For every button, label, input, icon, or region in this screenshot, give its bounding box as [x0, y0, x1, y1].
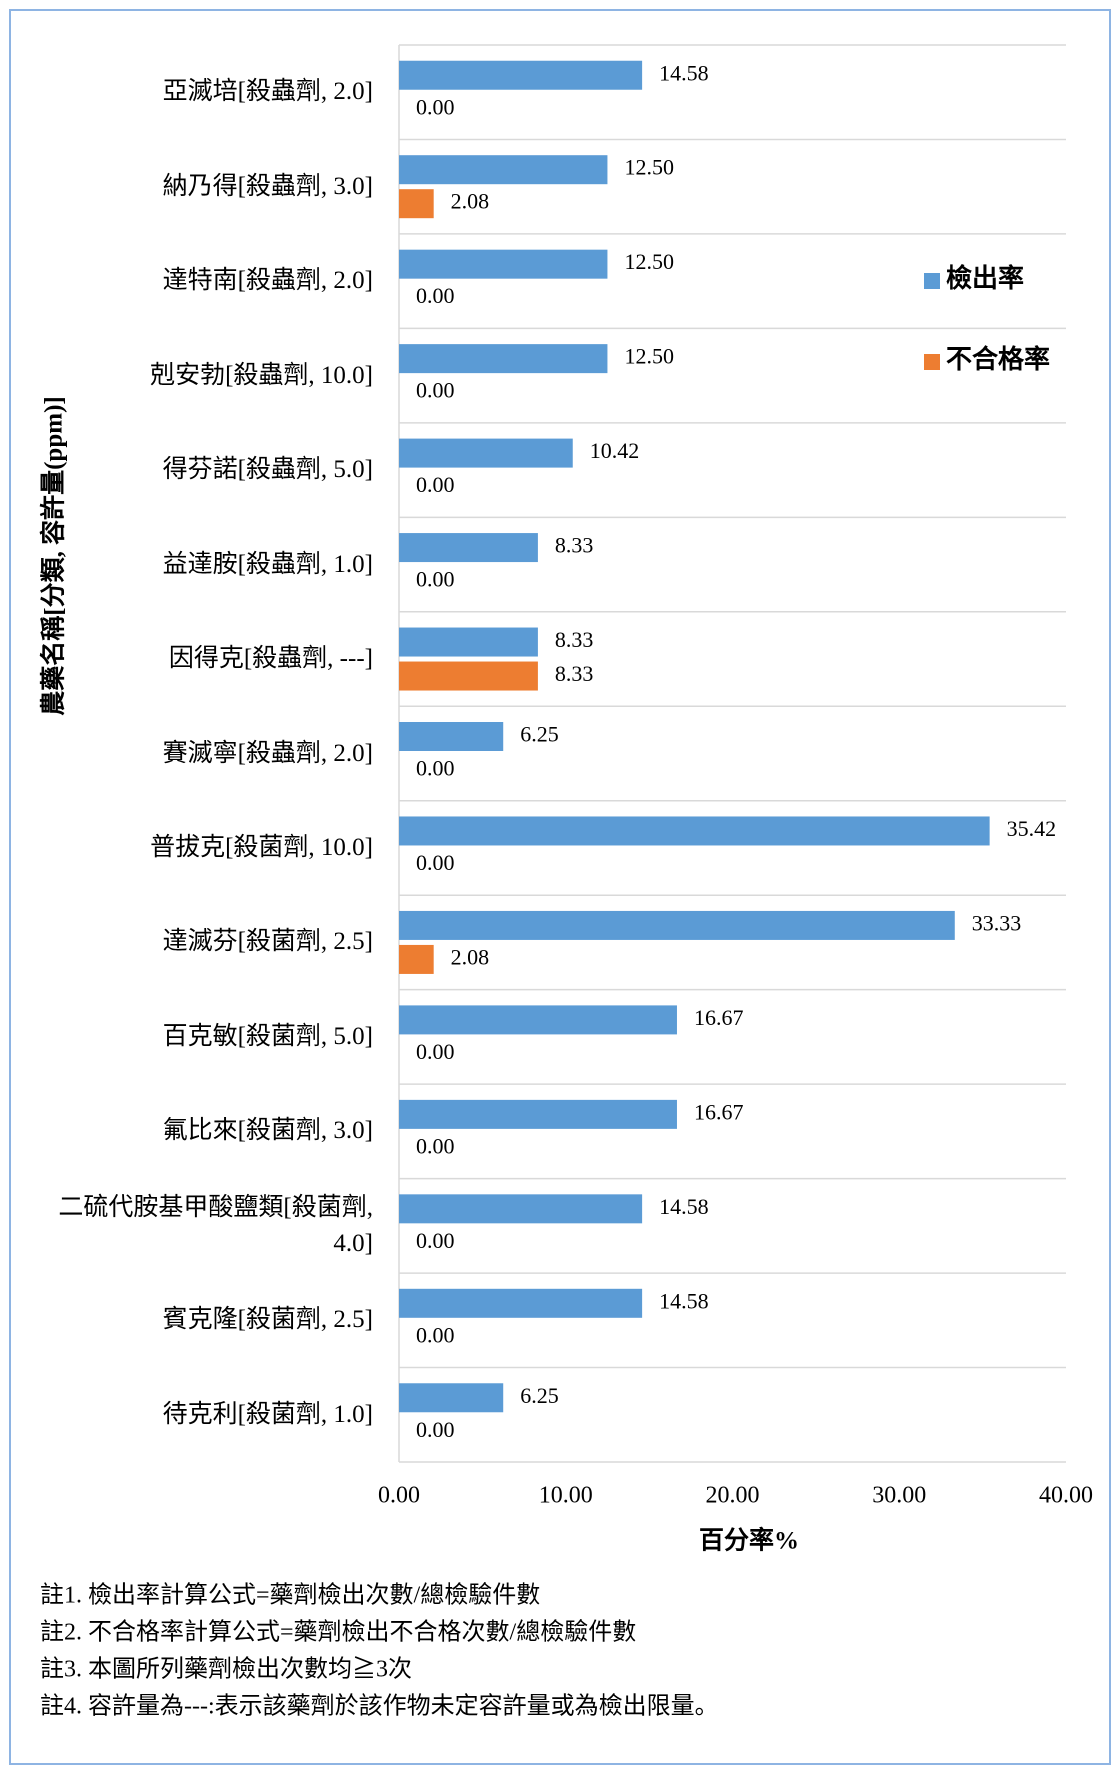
x-tick-label: 10.00	[539, 1483, 593, 1509]
category-label: 達滅芬[殺菌劑, 2.5]	[162, 928, 373, 956]
data-label: 0.00	[416, 1417, 455, 1442]
data-label: 0.00	[416, 1228, 455, 1253]
bar	[399, 1099, 677, 1129]
legend-label: 不合格率	[946, 344, 1050, 374]
category-label: 亞滅培[殺蟲劑, 2.0]	[162, 78, 373, 106]
category-label: 氟比來[殺菌劑, 3.0]	[162, 1117, 373, 1145]
data-label: 0.00	[416, 1133, 455, 1158]
data-label: 0.00	[416, 567, 455, 592]
data-label: 0.00	[416, 94, 455, 119]
data-label: 14.58	[659, 1288, 709, 1313]
data-label: 8.33	[555, 533, 594, 558]
data-label: 16.67	[694, 1099, 744, 1124]
data-label: 2.08	[451, 944, 490, 969]
bar	[399, 910, 955, 940]
data-label: 8.33	[555, 627, 594, 652]
bar	[399, 1005, 677, 1035]
x-axis-title: 百分率%	[699, 1526, 799, 1555]
note: 註2. 不合格率計算公式=藥劑檢出不合格次數/總檢驗件數	[40, 1619, 636, 1646]
category-label: 益達胺[殺蟲劑, 1.0]	[162, 550, 373, 578]
category-label: 賽滅寧[殺蟲劑, 2.0]	[162, 739, 373, 767]
category-label: 納乃得[殺蟲劑, 3.0]	[162, 172, 373, 200]
bar	[399, 1288, 643, 1318]
data-label: 0.00	[416, 850, 455, 875]
data-label: 0.00	[416, 1039, 455, 1064]
x-tick-label: 30.00	[872, 1483, 926, 1509]
bar	[399, 249, 608, 279]
bar	[399, 189, 434, 219]
data-label: 6.25	[520, 1383, 559, 1408]
data-label: 12.50	[624, 249, 674, 274]
legend-swatch	[924, 273, 940, 289]
bar	[399, 60, 643, 90]
data-label: 33.33	[972, 910, 1022, 935]
category-label: 賓克隆[殺菌劑, 2.5]	[162, 1306, 373, 1334]
data-label: 12.50	[624, 155, 674, 180]
data-label: 16.67	[694, 1005, 744, 1030]
category-label: 待克利[殺菌劑, 1.0]	[162, 1400, 373, 1428]
data-label: 6.25	[520, 722, 559, 747]
bar	[399, 1194, 643, 1224]
bar	[399, 944, 434, 974]
frame	[9, 9, 1111, 1765]
category-label: 達特南[殺蟲劑, 2.0]	[162, 267, 373, 295]
data-label: 14.58	[659, 60, 709, 85]
note: 註1. 檢出率計算公式=藥劑檢出次數/總檢驗件數	[40, 1582, 540, 1609]
category-label: 剋安勃[殺蟲劑, 10.0]	[150, 361, 373, 389]
data-label: 14.58	[659, 1194, 709, 1219]
data-label: 0.00	[416, 472, 455, 497]
bar	[399, 344, 608, 374]
data-label: 0.00	[416, 1322, 455, 1347]
note: 註3. 本圖所列藥劑檢出次數均≧3次	[40, 1656, 412, 1683]
category-label: 百克敏[殺菌劑, 5.0]	[162, 1022, 373, 1050]
category-label: 得芬諾[殺蟲劑, 5.0]	[162, 456, 373, 484]
bar	[399, 722, 504, 751]
bar	[399, 438, 573, 468]
x-tick-label: 0.00	[378, 1483, 420, 1509]
data-label: 10.42	[590, 438, 640, 463]
category-label: 二硫代胺基甲酸鹽類[殺菌劑, 4.0]	[58, 1193, 373, 1257]
x-tick-label: 40.00	[1039, 1483, 1093, 1509]
data-label: 8.33	[555, 661, 594, 686]
legend-swatch	[924, 354, 940, 370]
bar	[399, 1383, 504, 1413]
bar	[399, 627, 538, 657]
bar	[399, 533, 538, 563]
bar	[399, 661, 538, 691]
legend-label: 檢出率	[946, 263, 1024, 293]
data-label: 0.00	[416, 283, 455, 308]
data-label: 0.00	[416, 378, 455, 403]
category-label: 因得克[殺蟲劑, ---]	[168, 645, 373, 673]
data-label: 12.50	[624, 344, 674, 369]
data-label: 0.00	[416, 756, 455, 781]
category-label: 普拔克[殺菌劑, 10.0]	[150, 833, 373, 861]
data-label: 2.08	[451, 189, 490, 214]
note: 註4. 容許量為---:表示該藥劑於該作物未定容許量或為檢出限量。	[40, 1693, 719, 1720]
data-label: 35.42	[1007, 816, 1056, 841]
x-tick-label: 20.00	[706, 1483, 760, 1509]
bar	[399, 816, 990, 846]
y-axis-title: 農藥名稱[分類, 容許量(ppm)]	[39, 396, 68, 715]
bar	[399, 155, 608, 185]
